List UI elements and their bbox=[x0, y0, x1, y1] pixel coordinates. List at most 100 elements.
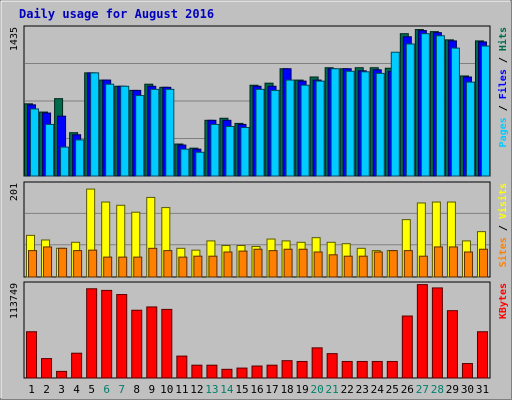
bar-pages-day-18 bbox=[285, 79, 295, 177]
x-tick-label: 5 bbox=[88, 383, 95, 396]
x-tick-label: 3 bbox=[58, 383, 65, 396]
bar-sites-day-undefined bbox=[193, 255, 203, 278]
x-tick-label: 22 bbox=[341, 383, 354, 396]
y-max-label: 113749 bbox=[9, 283, 20, 319]
bar-pages-day-24 bbox=[375, 72, 385, 177]
x-tick-label: 23 bbox=[356, 383, 369, 396]
bar-pages-day-26 bbox=[405, 43, 415, 177]
bar-pages-day-15 bbox=[240, 127, 250, 177]
bar-kbytes-day-undefined bbox=[56, 370, 68, 379]
bar-kbytes-day-undefined bbox=[206, 364, 218, 379]
bar-sites-day-undefined bbox=[463, 251, 473, 278]
bar-kbytes-day-undefined bbox=[131, 309, 143, 379]
x-tick-label: 4 bbox=[73, 383, 80, 396]
bar-pages-day-4 bbox=[75, 139, 85, 177]
bar-kbytes-day-undefined bbox=[26, 331, 38, 379]
bar-sites-day-undefined bbox=[253, 248, 263, 278]
legend: Sites / Visits bbox=[497, 183, 509, 267]
legend-visits: Visits bbox=[497, 183, 509, 219]
bar-kbytes-day-undefined bbox=[41, 358, 53, 379]
legend-files: Files bbox=[497, 69, 509, 99]
x-tick-label: 13 bbox=[205, 383, 218, 396]
bar-sites-day-undefined bbox=[133, 256, 143, 278]
bar-pages-day-16 bbox=[255, 88, 265, 177]
x-tick-label: 14 bbox=[220, 383, 234, 396]
bar-sites-day-undefined bbox=[73, 250, 83, 278]
panel-kbytes: 113749 KBytes bbox=[9, 281, 509, 379]
bar-pages-day-6 bbox=[105, 83, 115, 177]
panel-sites-visits: 201 Sites / Visits bbox=[9, 181, 509, 278]
bar-kbytes-day-undefined bbox=[371, 360, 383, 379]
bar-pages-day-23 bbox=[360, 71, 370, 177]
x-tick-label: 31 bbox=[476, 383, 489, 396]
bar-kbytes-day-undefined bbox=[431, 287, 443, 379]
bar-pages-day-30 bbox=[465, 81, 475, 177]
bar-kbytes-day-undefined bbox=[356, 360, 368, 379]
bar-pages-day-3 bbox=[60, 146, 70, 177]
bar-sites-day-undefined bbox=[313, 251, 323, 278]
bar-kbytes-day-undefined bbox=[251, 365, 263, 379]
bar-sites-day-undefined bbox=[373, 251, 383, 278]
bar-sites-day-undefined bbox=[208, 255, 218, 278]
bar-sites-day-undefined bbox=[358, 255, 368, 278]
bar-pages-day-11 bbox=[180, 148, 190, 177]
bar-pages-day-21 bbox=[330, 68, 340, 177]
bar-pages-day-25 bbox=[390, 51, 400, 177]
bar-pages-day-7 bbox=[120, 85, 130, 177]
x-tick-label: 29 bbox=[446, 383, 459, 396]
x-tick-label: 27 bbox=[416, 383, 429, 396]
x-tick-label: 11 bbox=[175, 383, 188, 396]
bar-pages-day-13 bbox=[210, 123, 220, 177]
chart-title: Daily usage for August 2016 bbox=[19, 7, 214, 21]
bar-sites-day-undefined bbox=[178, 256, 188, 278]
panel-pages-files-hits: 1435 Pages / Files / Hits bbox=[9, 25, 509, 177]
bar-sites-day-undefined bbox=[433, 246, 443, 278]
bar-sites-day-undefined bbox=[328, 254, 338, 278]
legend-hits: Hits bbox=[497, 27, 509, 51]
bar-pages-day-19 bbox=[300, 84, 310, 177]
legend-separator: / bbox=[498, 99, 509, 117]
bar-sites-day-undefined bbox=[298, 248, 308, 278]
legend-sites: Sites bbox=[497, 237, 509, 267]
x-tick-label: 24 bbox=[371, 383, 385, 396]
x-tick-label: 8 bbox=[133, 383, 140, 396]
bar-kbytes-day-undefined bbox=[416, 284, 428, 379]
x-tick-label: 7 bbox=[118, 383, 125, 396]
x-tick-label: 28 bbox=[431, 383, 444, 396]
x-tick-label: 26 bbox=[401, 383, 414, 396]
bar-sites-day-undefined bbox=[118, 256, 128, 278]
bar-kbytes-day-undefined bbox=[116, 294, 128, 379]
legend-separator: / bbox=[498, 219, 509, 237]
bar-kbytes-day-undefined bbox=[296, 360, 308, 379]
bar-kbytes-day-undefined bbox=[281, 360, 293, 379]
bar-kbytes-day-undefined bbox=[236, 367, 248, 379]
x-tick-label: 16 bbox=[250, 383, 263, 396]
bar-sites-day-undefined bbox=[283, 248, 293, 278]
bar-kbytes-day-undefined bbox=[191, 364, 203, 379]
legend-pages: Pages bbox=[498, 117, 509, 147]
bar-pages-day-14 bbox=[225, 125, 235, 177]
bar-pages-day-20 bbox=[315, 80, 325, 177]
bar-pages-day-29 bbox=[450, 47, 460, 177]
bar-kbytes-day-undefined bbox=[266, 364, 278, 379]
legend-kbytes: KBytes bbox=[498, 283, 509, 319]
x-tick-label: 30 bbox=[461, 383, 474, 396]
x-tick-label: 20 bbox=[311, 383, 324, 396]
bar-pages-day-10 bbox=[165, 88, 175, 177]
legend: Pages / Files / Hits bbox=[497, 27, 509, 147]
bar-sites-day-undefined bbox=[403, 250, 413, 278]
bar-sites-day-undefined bbox=[343, 255, 353, 278]
bar-kbytes-day-undefined bbox=[401, 315, 413, 379]
bar-sites-day-undefined bbox=[163, 250, 173, 278]
bar-sites-day-undefined bbox=[238, 250, 248, 278]
x-tick-label: 17 bbox=[265, 383, 278, 396]
x-tick-label: 21 bbox=[326, 383, 339, 396]
bar-kbytes-day-undefined bbox=[476, 331, 488, 379]
bar-sites-day-undefined bbox=[448, 246, 458, 278]
y-max-label: 201 bbox=[9, 183, 20, 201]
legend: KBytes bbox=[498, 283, 509, 319]
bar-sites-day-undefined bbox=[478, 248, 488, 278]
bar-kbytes-day-undefined bbox=[176, 355, 188, 379]
bar-sites-day-undefined bbox=[388, 250, 398, 278]
